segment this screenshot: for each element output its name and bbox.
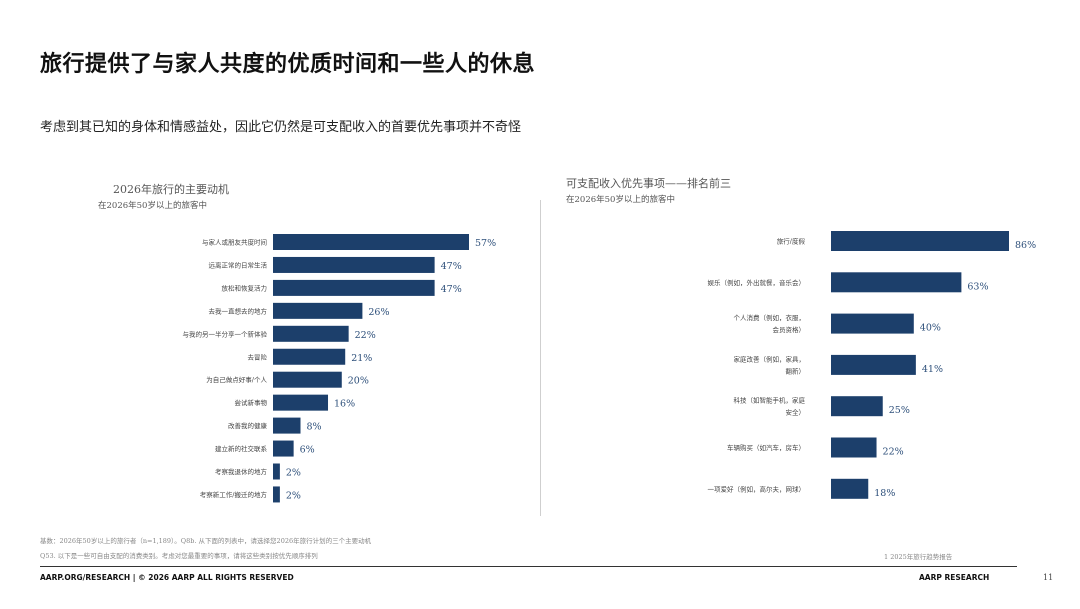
- value-label: 57%: [475, 238, 496, 249]
- category-label: 建立新的社交联系: [215, 444, 268, 453]
- source-note: 1 2025年旅行趋势报告: [884, 553, 953, 561]
- category-label: 一项爱好（例如，高尔夫，网球）: [708, 484, 806, 493]
- bar-priority: [831, 231, 1009, 251]
- value-label: 47%: [441, 261, 462, 272]
- footnote-q8b: 基数：2026年50岁以上的旅行者（n=1,189）。Q8b. 从下面的列表中，…: [40, 537, 372, 545]
- category-label: 去冒险: [248, 352, 268, 361]
- footer-copyright: AARP.ORG/RESEARCH | © 2026 AARP ALL RIGH…: [40, 573, 294, 582]
- value-label: 63%: [967, 281, 988, 292]
- page-number: 11: [1043, 573, 1054, 582]
- category-label: 与家人或朋友共度时间: [202, 238, 267, 247]
- category-label: 旅行/度假: [777, 237, 806, 246]
- bar-priority: [831, 272, 962, 293]
- value-label: 18%: [874, 488, 895, 499]
- category-label: 个人消费（例如，衣服，: [734, 313, 806, 322]
- chart-divider: [540, 200, 541, 516]
- value-label: 41%: [922, 364, 943, 375]
- motivations-bar-chart: 与家人或朋友共度时间 57% 远离正常的日常生活 47% 放松和恢复活力 47% 去我一直想…: [183, 234, 496, 503]
- category-label: 远离正常的日常生活: [209, 260, 268, 269]
- value-label: 2%: [286, 468, 301, 479]
- right-chart-title: 可支配收入优先事项——排名前三: [566, 177, 731, 190]
- category-label: 改善我的健康: [228, 421, 268, 430]
- bar-motivation: [273, 417, 301, 434]
- bar-priority: [831, 354, 916, 375]
- category-label: 科技（如智能手机，家庭: [734, 396, 806, 405]
- category-label: 考察我退休的地方: [215, 467, 268, 476]
- bar-motivation: [273, 302, 363, 319]
- category-label: 去我一直想去的地方: [209, 306, 268, 315]
- value-label: 2%: [286, 490, 301, 501]
- category-label: 家庭改善（例如，家具，: [734, 354, 806, 363]
- category-label: 翻新）: [786, 366, 806, 375]
- bar-motivation: [273, 440, 294, 457]
- page-subtitle: 考虑到其已知的身体和情感益处，因此它仍然是可支配收入的首要优先事项并不奇怪: [40, 120, 522, 135]
- category-label: 娱乐（例如，外出就餐，音乐会）: [708, 278, 806, 287]
- bar-motivation: [273, 348, 346, 365]
- bar-motivation: [273, 325, 349, 342]
- bar-priority: [831, 396, 883, 417]
- bar-motivation: [273, 234, 469, 250]
- footnote-q53: Q53. 以下是一些可自由支配的消费类别。考虑对您最重要的事项，请将这些类别按优…: [40, 552, 318, 560]
- page-title: 旅行提供了与家人共度的优质时间和一些人的休息: [40, 52, 536, 77]
- value-label: 25%: [889, 405, 910, 416]
- bar-motivation: [273, 279, 435, 296]
- value-label: 40%: [920, 323, 941, 334]
- bar-motivation: [273, 371, 342, 388]
- value-label: 16%: [334, 399, 355, 410]
- bar-motivation: [273, 463, 280, 480]
- left-chart-subtitle: 在2026年50岁以上的旅客中: [98, 201, 207, 211]
- right-chart-subtitle: 在2026年50岁以上的旅客中: [566, 195, 675, 205]
- spending-priorities-bar-chart: 旅行/度假 86% 娱乐（例如，外出就餐，音乐会） 63% 个人消费（例如，衣服， 会员资…: [708, 231, 1036, 499]
- category-label: 与我的另一半分享一个新体验: [183, 329, 268, 338]
- value-label: 22%: [355, 330, 376, 341]
- bar-motivation: [273, 486, 280, 503]
- left-chart-title: 2026年旅行的主要动机: [113, 183, 229, 196]
- footer-rule: [40, 566, 1017, 567]
- value-label: 26%: [368, 307, 389, 318]
- category-label: 为自己做点好事/个人: [206, 375, 267, 384]
- value-label: 86%: [1015, 240, 1036, 251]
- value-label: 22%: [883, 447, 904, 458]
- category-label: 尝试新事物: [235, 398, 268, 407]
- bar-priority: [831, 478, 869, 499]
- value-label: 21%: [351, 353, 372, 364]
- bar-priority: [831, 437, 877, 458]
- footer-brand: AARP RESEARCH: [919, 573, 990, 582]
- value-label: 20%: [348, 376, 369, 387]
- bar-motivation: [273, 256, 435, 273]
- bar-priority: [831, 313, 914, 334]
- category-label: 考察新工作/搬迁的地方: [200, 490, 268, 499]
- category-label: 安全）: [786, 408, 806, 417]
- category-label: 车辆购买（如汽车，房车）: [727, 443, 805, 452]
- value-label: 47%: [441, 284, 462, 295]
- category-label: 会员资格）: [773, 325, 806, 334]
- bar-motivation: [273, 394, 329, 411]
- value-label: 6%: [300, 445, 315, 456]
- category-label: 放松和恢复活力: [222, 283, 268, 292]
- value-label: 8%: [307, 422, 322, 433]
